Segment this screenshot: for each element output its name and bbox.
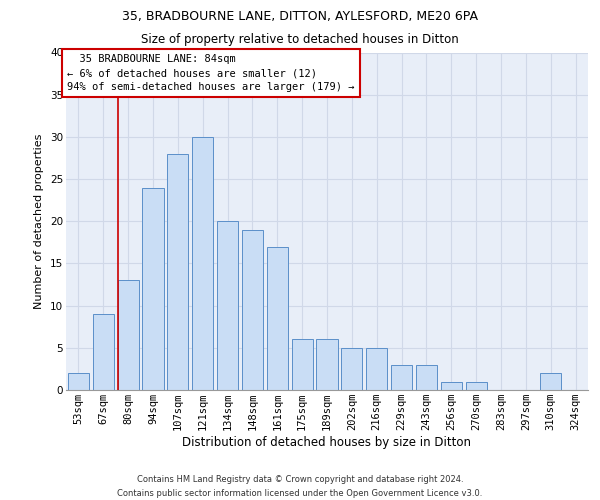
Text: Contains HM Land Registry data © Crown copyright and database right 2024.
Contai: Contains HM Land Registry data © Crown c… — [118, 476, 482, 498]
Bar — [416, 364, 437, 390]
Y-axis label: Number of detached properties: Number of detached properties — [34, 134, 44, 309]
Bar — [366, 348, 387, 390]
Bar — [167, 154, 188, 390]
X-axis label: Distribution of detached houses by size in Ditton: Distribution of detached houses by size … — [182, 436, 472, 449]
Bar — [316, 340, 338, 390]
Text: 35 BRADBOURNE LANE: 84sqm
← 6% of detached houses are smaller (12)
94% of semi-d: 35 BRADBOURNE LANE: 84sqm ← 6% of detach… — [67, 54, 355, 92]
Bar — [540, 373, 561, 390]
Bar — [242, 230, 263, 390]
Bar — [341, 348, 362, 390]
Bar — [466, 382, 487, 390]
Bar — [68, 373, 89, 390]
Bar — [118, 280, 139, 390]
Bar — [441, 382, 462, 390]
Bar — [192, 137, 213, 390]
Text: Size of property relative to detached houses in Ditton: Size of property relative to detached ho… — [141, 32, 459, 46]
Bar — [267, 246, 288, 390]
Bar — [142, 188, 164, 390]
Bar — [93, 314, 114, 390]
Bar — [217, 221, 238, 390]
Bar — [391, 364, 412, 390]
Text: 35, BRADBOURNE LANE, DITTON, AYLESFORD, ME20 6PA: 35, BRADBOURNE LANE, DITTON, AYLESFORD, … — [122, 10, 478, 23]
Bar — [292, 340, 313, 390]
